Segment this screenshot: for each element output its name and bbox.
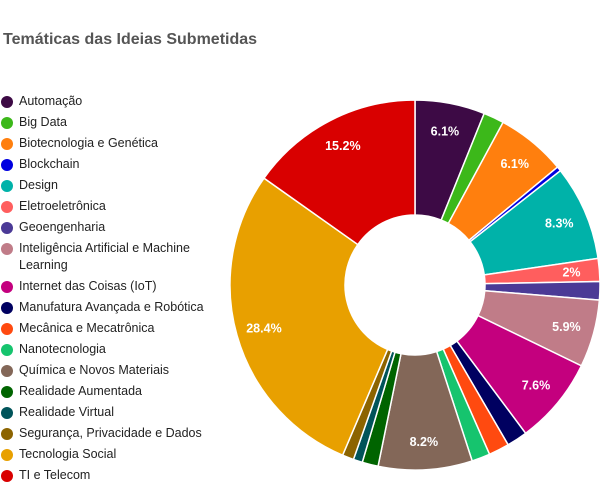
- legend-item[interactable]: Tecnologia Social: [1, 446, 216, 463]
- legend-label: Nanotecnologia: [19, 342, 106, 356]
- legend-marker: [1, 137, 13, 150]
- legend-marker: [1, 95, 13, 108]
- legend-item[interactable]: Realidade Aumentada: [1, 383, 216, 400]
- legend-marker: [1, 385, 13, 398]
- legend-marker: [1, 448, 13, 461]
- chart-title: Temáticas das Ideias Submetidas: [3, 31, 258, 48]
- legend-label: Realidade Virtual: [19, 405, 114, 419]
- legend-label: Eletroeletrônica: [19, 199, 106, 213]
- legend-label: Tecnologia Social: [19, 447, 117, 461]
- slice[interactable]: [262, 99, 416, 246]
- legend-item[interactable]: Realidade Virtual: [1, 404, 216, 421]
- legend-label: Automação: [19, 94, 83, 108]
- legend-item[interactable]: Manufatura Avançada e Robótica: [1, 299, 216, 316]
- data-label: 28.4%: [246, 321, 281, 335]
- legend-marker: [1, 179, 13, 192]
- legend-item[interactable]: TI e Telecom: [1, 467, 216, 484]
- legend-item[interactable]: Big Data: [1, 114, 216, 131]
- data-label: 8.3%: [545, 217, 574, 231]
- legend-marker: [1, 364, 13, 377]
- legend-label: Design: [19, 178, 58, 192]
- legend-marker: [1, 221, 13, 234]
- legend-label: Internet das Coisas (IoT): [19, 279, 157, 293]
- legend-marker: [1, 301, 13, 314]
- legend-label: Big Data: [19, 115, 67, 129]
- legend-label: Geoengenharia: [19, 220, 106, 234]
- data-label: 8.2%: [410, 435, 439, 449]
- legend-item[interactable]: Internet das Coisas (IoT): [1, 278, 216, 295]
- legend-label: Manufatura Avançada e Robótica: [19, 300, 204, 314]
- legend-label: Química e Novos Materiais: [19, 363, 170, 377]
- legend-item[interactable]: Eletroeletrônica: [1, 198, 216, 215]
- legend-item[interactable]: Nanotecnologia: [1, 341, 216, 358]
- legend-item[interactable]: Química e Novos Materiais: [1, 362, 216, 379]
- legend-label: Inteligência Artificial e Machine Learni…: [19, 241, 190, 272]
- data-label: 6.1%: [431, 124, 460, 138]
- legend-marker: [1, 280, 13, 293]
- legend-label: TI e Telecom: [19, 468, 91, 482]
- legend-marker: [1, 116, 13, 129]
- legend-label: Mecânica e Mecatrônica: [19, 321, 155, 335]
- legend-marker: [1, 343, 13, 356]
- legend-item[interactable]: Segurança, Privacidade e Dados: [1, 425, 216, 442]
- legend-item[interactable]: Inteligência Artificial e Machine Learni…: [1, 240, 216, 274]
- legend-marker: [1, 427, 13, 440]
- slice[interactable]: [229, 177, 389, 457]
- data-label: 2%: [562, 266, 580, 280]
- legend-label: Realidade Aumentada: [19, 384, 143, 398]
- data-label: 7.6%: [522, 379, 551, 393]
- data-label: 5.9%: [552, 320, 581, 334]
- legend-marker: [1, 158, 13, 171]
- legend-marker: [1, 406, 13, 419]
- data-label: 6.1%: [500, 157, 529, 171]
- legend-item[interactable]: Geoengenharia: [1, 219, 216, 236]
- legend-item[interactable]: Blockchain: [1, 156, 216, 173]
- legend-marker: [1, 469, 13, 482]
- legend-marker: [1, 242, 13, 255]
- legend-marker: [1, 200, 13, 213]
- legend-item[interactable]: Automação: [1, 93, 216, 110]
- legend-label: Biotecnologia e Genética: [19, 136, 158, 150]
- legend-label: Blockchain: [19, 157, 80, 171]
- legend-marker: [1, 322, 13, 335]
- legend-item[interactable]: Design: [1, 177, 216, 194]
- legend-item[interactable]: Biotecnologia e Genética: [1, 135, 216, 152]
- legend: Automação Big Data Biotecnologia e Genétic…: [1, 93, 216, 488]
- data-label: 15.2%: [325, 139, 360, 153]
- legend-item[interactable]: Mecânica e Mecatrônica: [1, 320, 216, 337]
- legend-label: Segurança, Privacidade e Dados: [19, 426, 202, 440]
